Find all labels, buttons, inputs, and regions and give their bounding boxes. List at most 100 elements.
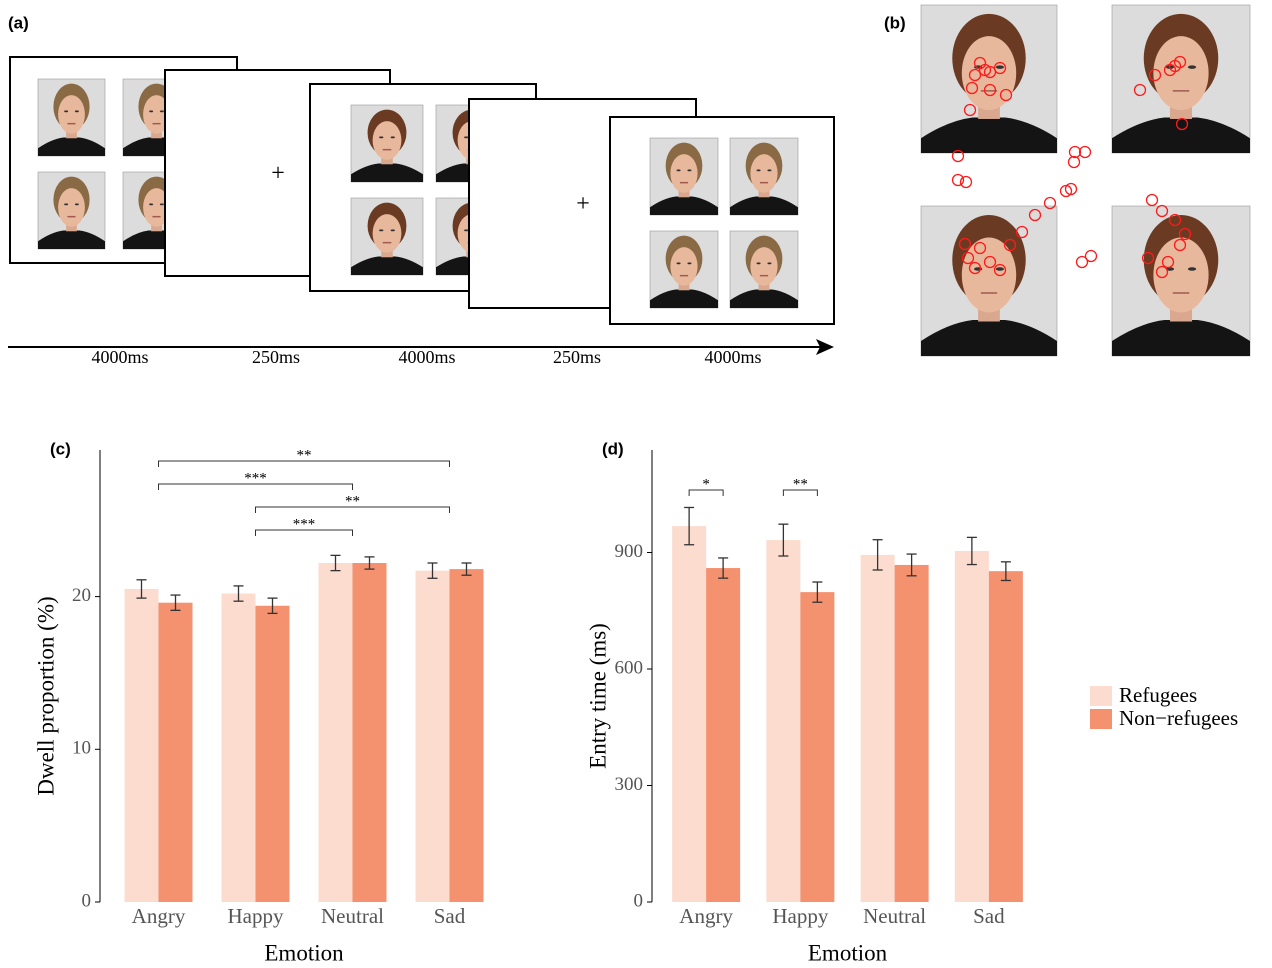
gaze-fixation <box>983 255 997 269</box>
error-bar <box>778 523 789 557</box>
shoulders <box>38 137 105 156</box>
face-photo <box>37 78 106 157</box>
gaze-fixation <box>968 68 982 82</box>
gaze-fixation <box>968 261 982 275</box>
face-photo <box>920 4 1058 154</box>
trial-frame <box>609 116 835 325</box>
duration-label: 4000ms <box>704 347 761 367</box>
face-photo <box>350 104 424 183</box>
y-tick-label: 10 <box>72 738 91 759</box>
shoulders <box>351 256 423 275</box>
gaze-fixation <box>1068 145 1082 159</box>
y-axis-label: Entry time (ms) <box>585 623 610 769</box>
significance-label: ** <box>793 476 808 492</box>
head <box>1153 36 1209 111</box>
fixation-cross: + <box>576 191 590 217</box>
significance-label: *** <box>293 516 316 532</box>
face-photo <box>1111 4 1251 154</box>
eye <box>74 110 79 113</box>
head <box>143 188 170 227</box>
face-photo <box>729 137 799 216</box>
gaze-fixation <box>1175 117 1189 131</box>
trial-sequence: + +4000ms 250ms 4000ms 250ms 4000ms <box>8 56 835 367</box>
face-photo <box>649 137 719 216</box>
x-tick-label: Happy <box>228 904 284 928</box>
eye <box>995 65 1004 69</box>
gaze-fixation <box>1141 251 1155 265</box>
bar <box>318 563 353 902</box>
shoulders <box>1112 117 1250 153</box>
shoulders <box>730 196 798 215</box>
bar <box>988 571 1023 902</box>
gaze-fixation <box>965 81 979 95</box>
head <box>750 154 778 193</box>
shoulders <box>650 289 718 308</box>
eye <box>390 229 395 232</box>
gaze-fixation <box>1155 265 1169 279</box>
legend-swatch <box>1090 709 1112 729</box>
shoulders <box>38 230 105 249</box>
arrow-head <box>816 339 834 355</box>
gaze-fixation <box>1003 238 1017 252</box>
eye <box>756 169 761 172</box>
face-photo <box>350 197 424 276</box>
panel-label: (a) <box>8 13 29 32</box>
gaze-example <box>920 4 1251 357</box>
gaze-fixation <box>959 175 973 189</box>
head <box>58 188 85 227</box>
face-photo <box>729 230 799 309</box>
eye <box>1187 65 1197 69</box>
significance-label: * <box>702 476 710 492</box>
bar <box>158 602 193 902</box>
eye <box>464 229 469 232</box>
error-bar <box>812 581 823 603</box>
error-bar <box>1000 561 1011 582</box>
gaze-fixation <box>973 241 987 255</box>
gaze-fixation <box>1168 213 1182 227</box>
error-bar <box>427 562 438 579</box>
error-bar <box>233 585 244 602</box>
error-bar <box>136 579 147 599</box>
significance-bracket <box>688 489 724 496</box>
eye <box>149 110 154 113</box>
significance-label: *** <box>244 470 267 486</box>
significance-bracket <box>782 489 818 496</box>
gaze-fixation <box>1155 204 1169 218</box>
gaze-fixation <box>993 61 1007 75</box>
panel-label: (d) <box>602 439 624 458</box>
duration-label: 4000ms <box>398 347 455 367</box>
shoulders <box>1112 320 1250 356</box>
x-axis-label: Emotion <box>264 940 344 965</box>
head <box>1153 237 1209 313</box>
gaze-fixation <box>1168 59 1182 73</box>
eye <box>64 203 69 206</box>
gaze-fixation <box>973 56 987 70</box>
face-photo <box>37 171 106 250</box>
head <box>372 121 402 160</box>
eye <box>379 136 384 139</box>
significance-label: ** <box>345 493 360 509</box>
error-bar <box>906 553 917 577</box>
head <box>670 154 698 193</box>
gaze-fixation <box>1173 238 1187 252</box>
bar <box>860 554 895 902</box>
shoulders <box>921 117 1057 153</box>
y-tick-label: 300 <box>615 774 644 795</box>
bar <box>255 605 290 902</box>
gaze-fixation <box>1075 255 1089 269</box>
bar <box>415 570 450 902</box>
x-tick-label: Sad <box>434 904 466 928</box>
eye <box>64 110 69 113</box>
face-photo <box>649 230 719 309</box>
y-axis-label: Dwell proportion (%) <box>33 596 58 795</box>
error-bar <box>718 557 729 579</box>
face-photo <box>920 205 1058 357</box>
eye <box>767 169 772 172</box>
bar <box>954 550 989 902</box>
error-bar <box>330 554 341 572</box>
gaze-fixation <box>1161 255 1175 269</box>
error-bar <box>267 597 278 615</box>
legend-label: Non−refugees <box>1119 706 1238 730</box>
eye <box>676 169 681 172</box>
significance-bracket <box>255 529 353 536</box>
